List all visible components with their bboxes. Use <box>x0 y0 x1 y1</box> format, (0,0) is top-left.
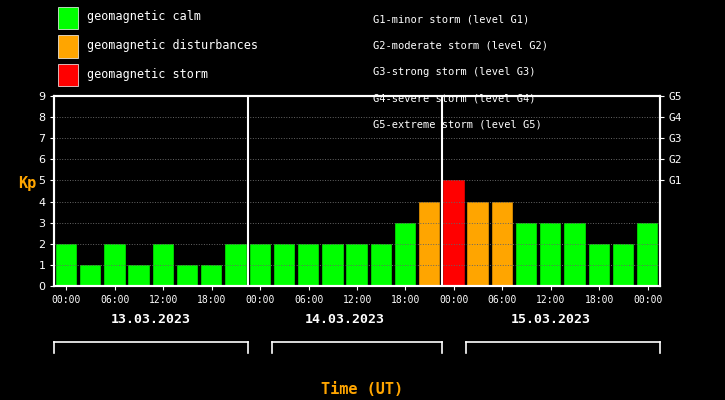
Text: 14.03.2023: 14.03.2023 <box>305 312 385 326</box>
Bar <box>104 244 125 286</box>
Bar <box>516 223 537 286</box>
Bar <box>128 265 150 286</box>
Bar <box>322 244 344 286</box>
Text: G4-severe storm (level G4): G4-severe storm (level G4) <box>373 94 536 104</box>
Bar <box>564 223 586 286</box>
Bar <box>177 265 198 286</box>
Bar <box>468 202 489 286</box>
Text: 15.03.2023: 15.03.2023 <box>511 312 591 326</box>
Bar <box>419 202 440 286</box>
Bar <box>225 244 246 286</box>
Text: G2-moderate storm (level G2): G2-moderate storm (level G2) <box>373 40 548 50</box>
Bar <box>370 244 392 286</box>
Text: Time (UT): Time (UT) <box>321 382 404 398</box>
Bar <box>249 244 271 286</box>
Bar <box>637 223 658 286</box>
Bar <box>395 223 416 286</box>
Bar <box>201 265 223 286</box>
Bar <box>153 244 174 286</box>
Bar <box>540 223 561 286</box>
Text: G5-extreme storm (level G5): G5-extreme storm (level G5) <box>373 120 542 130</box>
Bar <box>613 244 634 286</box>
Y-axis label: Kp: Kp <box>18 176 36 191</box>
Bar <box>274 244 295 286</box>
Text: 13.03.2023: 13.03.2023 <box>111 312 191 326</box>
Bar <box>56 244 77 286</box>
Text: G1-minor storm (level G1): G1-minor storm (level G1) <box>373 14 530 24</box>
Text: geomagnetic storm: geomagnetic storm <box>87 68 208 81</box>
Bar <box>347 244 368 286</box>
Bar <box>492 202 513 286</box>
Bar <box>589 244 610 286</box>
Bar <box>298 244 319 286</box>
Bar <box>443 180 465 286</box>
Text: geomagnetic disturbances: geomagnetic disturbances <box>87 39 258 52</box>
Text: G3-strong storm (level G3): G3-strong storm (level G3) <box>373 67 536 77</box>
Bar <box>80 265 102 286</box>
Text: geomagnetic calm: geomagnetic calm <box>87 10 201 23</box>
